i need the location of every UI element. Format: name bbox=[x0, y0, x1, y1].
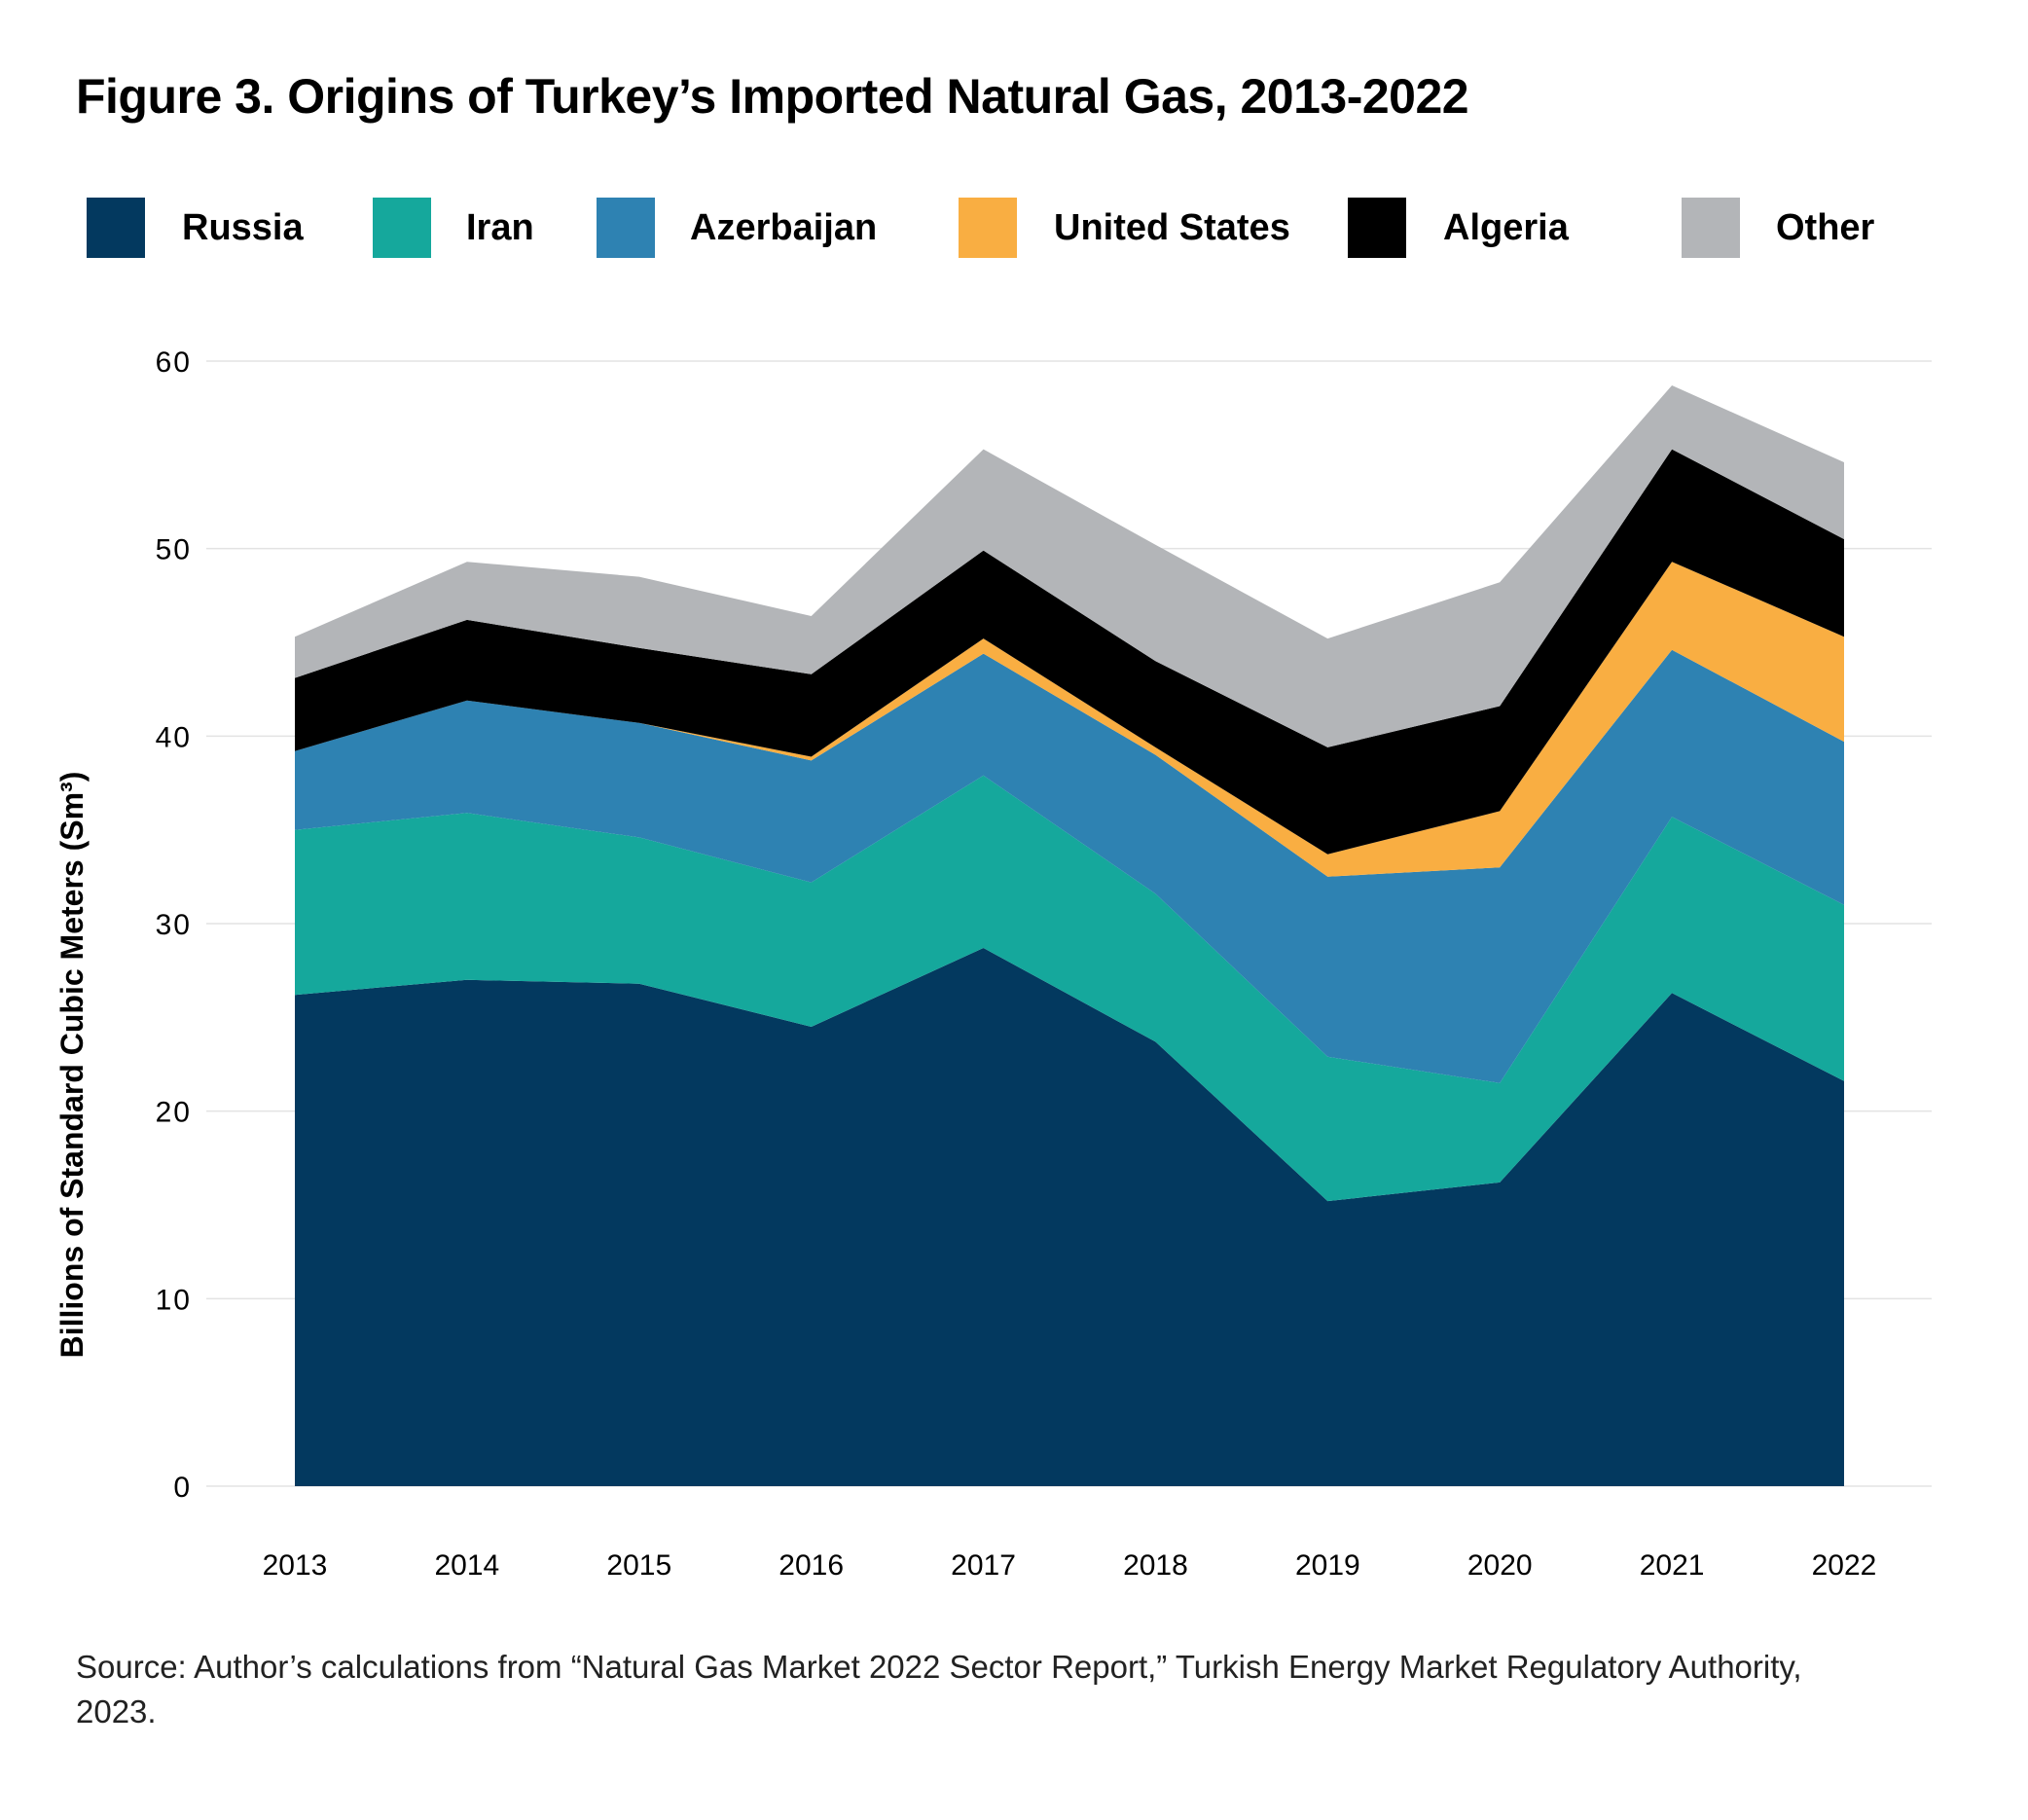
x-tick-label-2013: 2013 bbox=[263, 1549, 328, 1582]
area-united-states bbox=[295, 562, 1844, 877]
x-axis-ticks: 2013 2014 2015 2016 2017 2018 2019 2020 2021 2022 bbox=[263, 1549, 1877, 1582]
y-axis-label: Billions of Standard Cubic Meters (Sm³) bbox=[54, 772, 90, 1359]
legend-label-algeria: Algeria bbox=[1443, 207, 1569, 248]
area-iran bbox=[295, 775, 1844, 1202]
y-tick-label: 60 bbox=[156, 346, 192, 379]
y-tick-label: 0 bbox=[173, 1472, 192, 1504]
legend-label-united-states: United States bbox=[1054, 207, 1290, 248]
y-axis-ticks: 0 10 20 30 40 50 60 bbox=[156, 346, 192, 1504]
legend-label-azerbaijan: Azerbaijan bbox=[690, 207, 878, 248]
y-tick-label: 50 bbox=[156, 534, 192, 566]
legend-label-other: Other bbox=[1776, 207, 1875, 248]
area-azerbaijan bbox=[295, 649, 1844, 1083]
legend-label-iran: Iran bbox=[466, 207, 534, 248]
x-tick-label-2020: 2020 bbox=[1467, 1549, 1533, 1582]
legend: Russia Iran Azerbaijan United States Alg… bbox=[0, 0, 2028, 292]
area-other bbox=[295, 385, 1844, 747]
legend-swatch-united-states bbox=[959, 198, 1017, 258]
legend-label-russia: Russia bbox=[182, 207, 304, 248]
legend-swatch-russia bbox=[87, 198, 145, 258]
y-tick-label: 10 bbox=[156, 1284, 192, 1316]
source-note: Source: Author’s calculations from “Natu… bbox=[76, 1649, 1802, 1729]
x-tick-label-2022: 2022 bbox=[1812, 1549, 1877, 1582]
legend-swatch-other bbox=[1682, 198, 1740, 258]
x-tick-label-2018: 2018 bbox=[1123, 1549, 1188, 1582]
y-tick-label: 40 bbox=[156, 721, 192, 753]
area-russia bbox=[295, 948, 1844, 1486]
legend-swatch-iran bbox=[373, 198, 431, 258]
chart-title: Figure 3. Origins of Turkey’s Imported N… bbox=[76, 69, 1469, 124]
x-tick-label-2014: 2014 bbox=[435, 1549, 500, 1582]
x-tick-label-2015: 2015 bbox=[606, 1549, 671, 1582]
area-series bbox=[295, 385, 1844, 1486]
x-tick-label-2021: 2021 bbox=[1640, 1549, 1705, 1582]
x-tick-label-2019: 2019 bbox=[1295, 1549, 1360, 1582]
legend-swatch-algeria bbox=[1348, 198, 1406, 258]
x-tick-label-2017: 2017 bbox=[951, 1549, 1016, 1582]
y-tick-label: 30 bbox=[156, 909, 192, 941]
area-algeria bbox=[295, 449, 1844, 855]
y-tick-label: 20 bbox=[156, 1097, 192, 1129]
legend-swatch-azerbaijan bbox=[597, 198, 655, 258]
x-tick-label-2016: 2016 bbox=[779, 1549, 844, 1582]
